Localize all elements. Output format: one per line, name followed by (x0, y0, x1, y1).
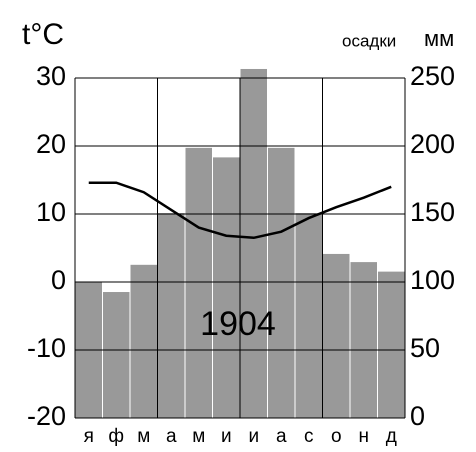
x-tick-label: о (331, 426, 342, 447)
y2-tick-label: 250 (410, 61, 455, 91)
y-axis-label: t°C (22, 18, 64, 51)
y-tick-label: 20 (36, 129, 66, 159)
y2-axis-label: осадки (342, 31, 396, 50)
precipitation-bar (102, 291, 131, 419)
y-tick-label: 10 (36, 197, 66, 227)
precipitation-bar (184, 146, 213, 419)
x-tick-label: м (137, 426, 150, 447)
precipitation-bar (129, 263, 158, 419)
x-tick-label: ф (108, 426, 124, 447)
y-tick-label: 30 (36, 61, 66, 91)
x-tick-label: н (359, 426, 370, 447)
y-tick-label: -10 (27, 333, 66, 363)
y2-tick-label: 100 (410, 265, 455, 295)
precipitation-bar (349, 261, 378, 419)
precipitation-bar (239, 67, 268, 419)
y-tick-label: -20 (27, 401, 66, 431)
x-tick-label: д (386, 426, 397, 447)
y2-tick-label: 50 (410, 333, 440, 363)
annotation: 1904 (200, 305, 276, 343)
y2-axis-unit: мм (424, 26, 454, 51)
x-tick-label: а (166, 426, 177, 447)
x-tick-label: и (221, 426, 232, 447)
precipitation-bar (322, 252, 351, 419)
precipitation-bar (157, 212, 186, 419)
precipitation-bar (212, 156, 241, 419)
y2-tick-label: 200 (410, 129, 455, 159)
x-tick-label: а (276, 426, 287, 447)
y2-tick-label: 150 (410, 197, 455, 227)
x-tick-label: я (84, 426, 94, 447)
y-tick-label: 0 (51, 265, 66, 295)
x-tick-label: м (192, 426, 205, 447)
y2-tick-label: 0 (410, 401, 425, 431)
x-tick-label: и (248, 426, 259, 447)
precipitation-bar (377, 270, 406, 419)
x-tick-label: с (304, 426, 314, 447)
precipitation-bar (267, 146, 296, 419)
temperature-line (88, 181, 392, 240)
precipitation-bar (294, 212, 323, 419)
